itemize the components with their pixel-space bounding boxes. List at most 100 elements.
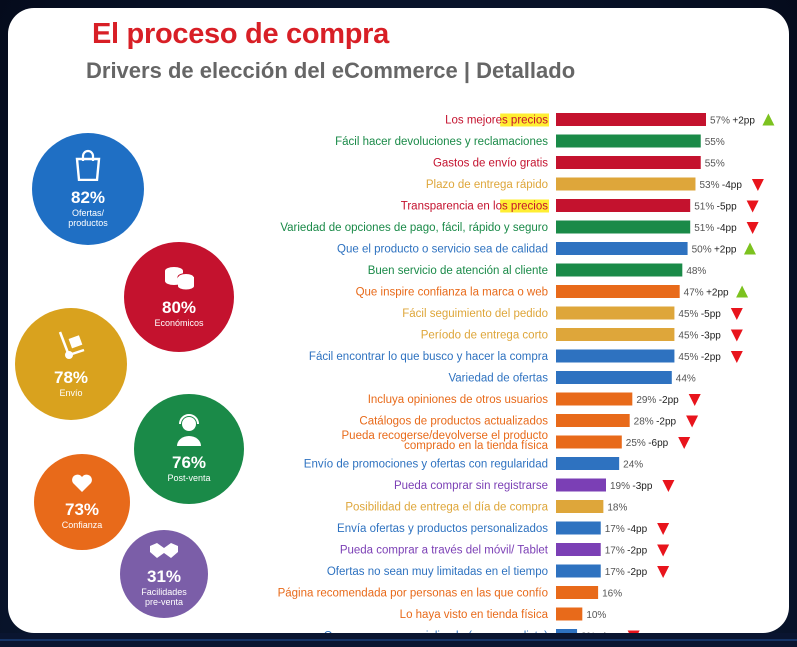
category-percent: 73%: [64, 500, 100, 520]
handshake-icon: [149, 540, 179, 565]
bar-label: Que el producto o servicio sea de calida…: [337, 244, 548, 256]
category-circle-confianza: 73% Confianza: [34, 454, 130, 550]
bar-label: Que sea muy especializada (no generalist…: [324, 631, 549, 634]
bar-label: Plazo de entrega rápido: [426, 179, 548, 191]
bar-label: Fácil hacer devoluciones y reclamaciones: [335, 136, 548, 148]
bar-label: Buen servicio de atención al cliente: [368, 265, 548, 277]
category-label: Post-venta: [167, 473, 211, 484]
bar: [556, 392, 633, 406]
bar-label: Los mejores precios: [445, 115, 548, 127]
bar-label: Transparencia en los precios: [401, 201, 548, 213]
trend-down-icon: [657, 523, 670, 535]
change-label: -5pp: [717, 202, 737, 213]
value-label: 25%: [626, 438, 646, 449]
change-label: -4pp: [627, 524, 647, 535]
change-label: -3pp: [701, 331, 721, 342]
value-label: 17%: [605, 567, 625, 578]
category-label: Envío: [59, 388, 83, 399]
value-label: 28%: [634, 417, 654, 428]
value-label: 45%: [678, 352, 698, 363]
trend-down-icon: [746, 222, 759, 234]
bar: [556, 629, 578, 633]
bar: [556, 543, 601, 556]
bar-label: Catálogos de productos actualizados: [359, 416, 548, 428]
bar: [556, 564, 601, 578]
trend-down-icon: [657, 544, 670, 557]
value-label: 17%: [605, 524, 625, 535]
bar-label: Pueda recogerse/devolverse el producto: [342, 430, 549, 442]
bar: [556, 457, 620, 470]
bar-label: Página recomendada por personas en las q…: [278, 588, 548, 600]
bar-label: Envío de promociones y ofertas con regul…: [304, 459, 548, 471]
bar: [556, 242, 688, 255]
change-label: +2pp: [714, 245, 737, 256]
bar: [556, 586, 599, 599]
trend-up-icon: [762, 113, 775, 126]
trend-down-icon: [686, 415, 699, 428]
page-subtitle: Drivers de elección del eCommerce | Deta…: [86, 58, 576, 83]
bar: [556, 199, 691, 212]
bar: [556, 177, 696, 191]
heart-icon: [71, 473, 93, 498]
category-label: Ofertas/ productos: [68, 208, 108, 229]
bar: [556, 349, 675, 363]
trend-down-icon: [662, 480, 675, 492]
bar: [556, 414, 630, 427]
trend-down-icon: [657, 566, 670, 578]
change-label: -2pp: [627, 567, 647, 578]
bar: [556, 263, 683, 277]
bar-label: Período de entrega corto: [421, 330, 548, 342]
change-label: +2pp: [732, 116, 755, 127]
trend-down-icon: [730, 329, 743, 342]
value-label: 45%: [678, 331, 698, 342]
value-label: 47%: [684, 288, 704, 299]
bar: [556, 306, 675, 320]
value-label: 24%: [623, 460, 643, 471]
value-label: 18%: [607, 503, 627, 514]
trend-down-icon: [678, 437, 691, 449]
trend-down-icon: [746, 200, 759, 213]
bar: [556, 285, 680, 298]
category-circle-envio: 78% Envío: [15, 308, 127, 420]
change-label: -3pp: [632, 481, 652, 492]
value-label: 51%: [694, 223, 714, 234]
category-label: Facilidades pre-venta: [141, 587, 187, 608]
bar-label: Envía ofertas y productos personalizados: [337, 523, 548, 535]
footer-decoration: [0, 633, 797, 647]
bar: [556, 328, 675, 341]
bar-label: Ofertas no sean muy limitadas en el tiem…: [327, 566, 548, 578]
bar: [556, 607, 583, 621]
category-circle-facilidades: 31% Facilidades pre-venta: [120, 530, 208, 618]
support-agent-icon: [174, 414, 204, 451]
change-label: -5pp: [701, 309, 721, 320]
category-label: Confianza: [61, 520, 103, 531]
bar-label: Posibilidad de entrega el día de compra: [345, 502, 548, 514]
highlight-mark: [500, 113, 549, 127]
bar-label: Incluya opiniones de otros usuarios: [368, 394, 549, 406]
value-label: 19%: [610, 481, 630, 492]
category-percent: 82%: [70, 188, 106, 208]
change-label: -6pp: [648, 438, 668, 449]
change-label: -4pp: [598, 632, 618, 634]
bar: [556, 521, 601, 535]
highlight-mark: [500, 199, 549, 213]
category-percent: 31%: [146, 567, 182, 587]
category-circle-economicos: 80% Económicos: [124, 242, 234, 352]
bar-label: Pueda comprar a través del móvil/ Tablet: [340, 545, 549, 557]
change-label: +2pp: [706, 288, 729, 299]
value-label: 53%: [699, 180, 719, 191]
bar: [556, 134, 701, 148]
bar-label: Pueda comprar sin registrarse: [394, 480, 548, 492]
bar: [556, 435, 622, 449]
change-label: -4pp: [717, 223, 737, 234]
value-label: 44%: [676, 374, 696, 385]
category-percent: 78%: [53, 368, 89, 388]
bar-label: Fácil encontrar lo que busco y hacer la …: [309, 351, 549, 363]
value-label: 50%: [692, 245, 712, 256]
bar: [556, 113, 706, 126]
trend-down-icon: [751, 179, 764, 191]
bar: [556, 156, 701, 169]
value-label: 29%: [636, 395, 656, 406]
bar: [556, 478, 606, 492]
slide-card: El proceso de compra Drivers de elección…: [8, 8, 789, 633]
